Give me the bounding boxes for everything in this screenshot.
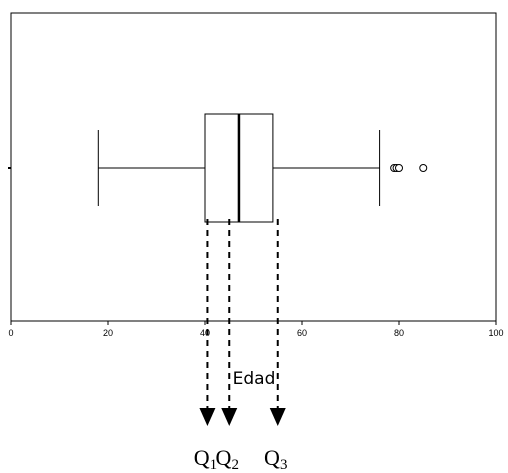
quartile-label: Q1 — [194, 445, 217, 473]
x-tick-label: 80 — [394, 328, 404, 338]
x-axis-title: Edad — [233, 369, 276, 389]
outlier-points — [390, 164, 428, 172]
x-tick-label: 40 — [200, 328, 210, 338]
x-tick-label: 60 — [297, 328, 307, 338]
quartile-label: Q3 — [264, 445, 287, 473]
quartile-arrowhead — [221, 408, 238, 426]
x-tick-label: 0 — [8, 328, 13, 338]
x-axis: 0 20 40 60 80 100 — [8, 167, 504, 338]
quartile-label: Q2 — [216, 445, 239, 473]
x-tick-label: 100 — [488, 328, 503, 338]
outlier-point — [419, 164, 428, 172]
outlier-point — [395, 164, 403, 172]
box-plot — [97, 113, 381, 223]
quartile-arrowhead — [269, 408, 286, 426]
x-tick-label: 20 — [103, 328, 113, 338]
quartile-arrowhead — [199, 408, 216, 426]
